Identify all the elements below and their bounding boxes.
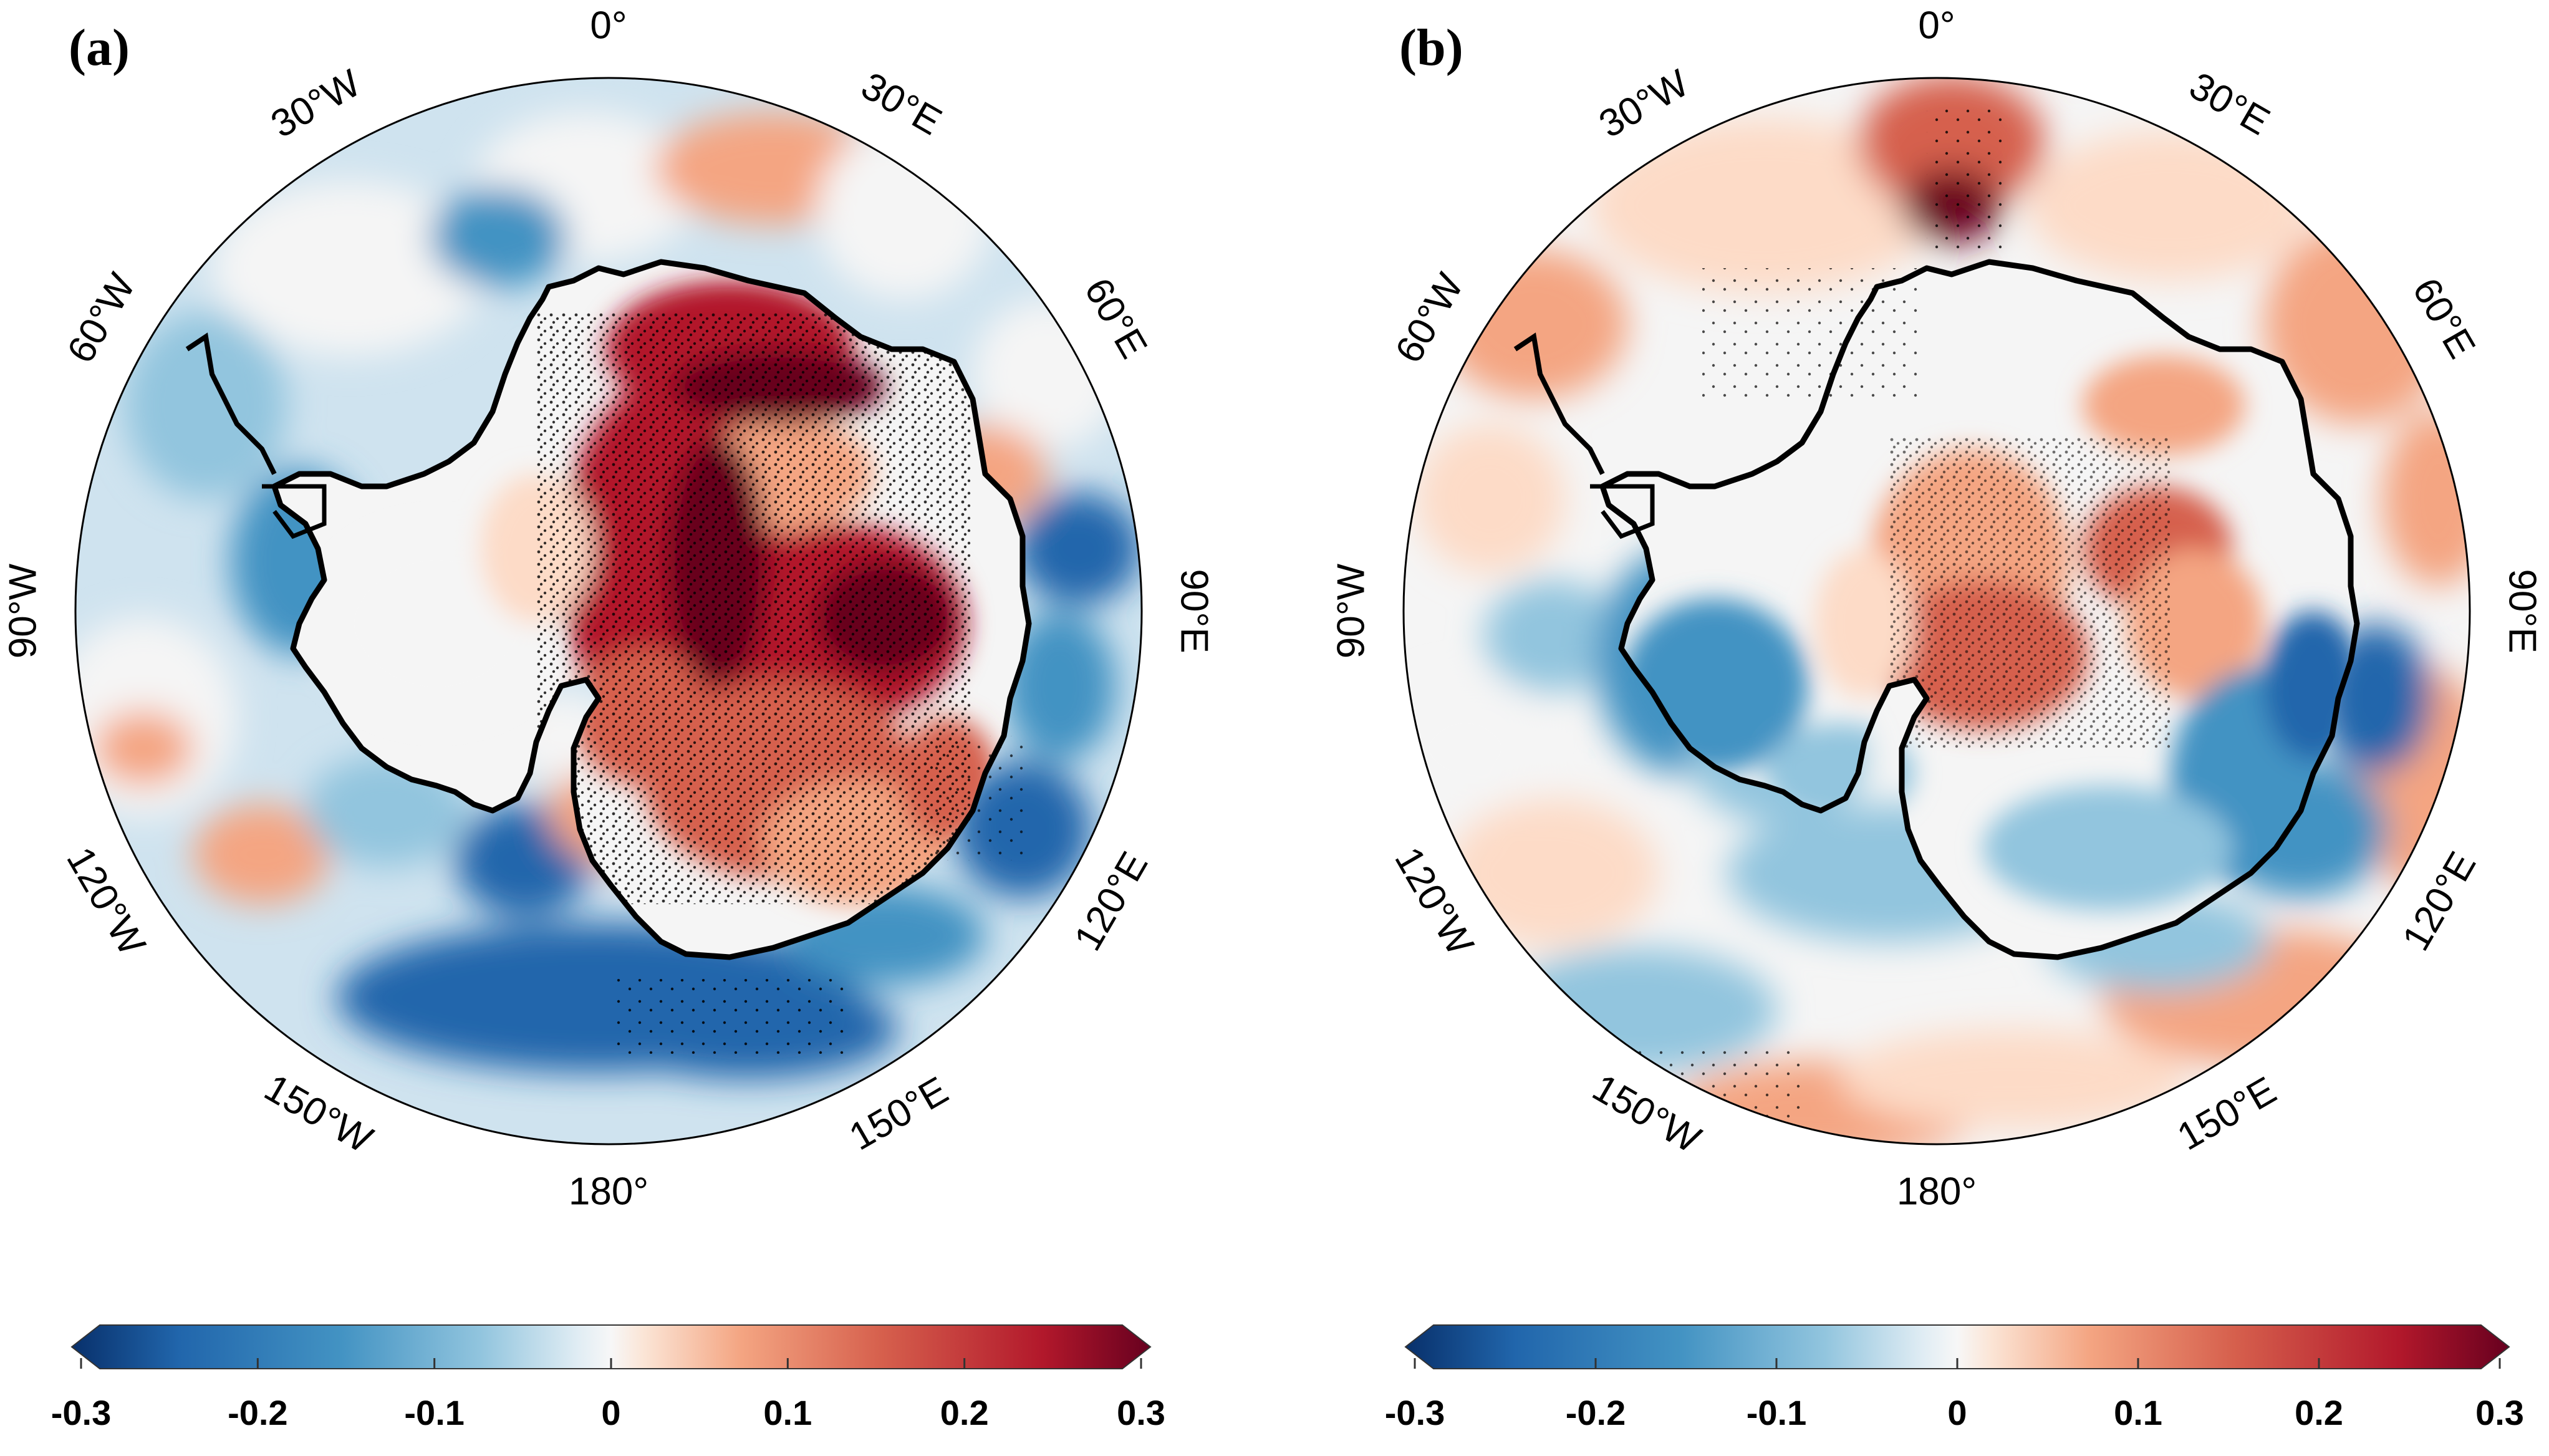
meridian-label: 30°E bbox=[2182, 64, 2277, 143]
colorbar-tick-label: 0 bbox=[601, 1393, 620, 1432]
meridian-label: 180° bbox=[569, 1170, 648, 1213]
meridian-label: 30°W bbox=[264, 62, 368, 147]
peninsula-coastline bbox=[1513, 332, 1605, 475]
colorbar: -0.3 -0.2 -0.1 0 0.1 0.2 0.3 bbox=[51, 1324, 1165, 1432]
colorbar-tick-label: -0.1 bbox=[1747, 1393, 1807, 1432]
map-frame bbox=[1402, 77, 2471, 1145]
colorbar-tick-label: 0.2 bbox=[2295, 1393, 2343, 1432]
ronne-ice-shelf-outline bbox=[262, 484, 327, 539]
colorbar-tick-label: 0.1 bbox=[2114, 1393, 2162, 1432]
meridian-label: 60°E bbox=[2404, 271, 2484, 366]
ice-sheet-anomaly bbox=[1602, 262, 2357, 957]
peninsula-coastline bbox=[185, 332, 277, 475]
meridian-label: 90°E bbox=[2501, 569, 2544, 653]
ronne-ice-shelf-outline bbox=[1590, 484, 1655, 539]
meridian-label: 0° bbox=[1918, 4, 1955, 47]
panel-label: (a) bbox=[69, 19, 130, 77]
antarctica-coastline bbox=[271, 259, 1032, 960]
polar-map: 0°30°E60°E90°E120°E150°E180°150°W120°W90… bbox=[1329, 4, 2544, 1432]
colorbar-tick-label: 0 bbox=[1947, 1393, 1967, 1432]
meridian-label: 30°E bbox=[854, 64, 949, 143]
meridian-label: 60°E bbox=[1076, 271, 1155, 366]
meridian-label: 90°W bbox=[1, 563, 44, 658]
polar-map: 0°30°E60°E90°E120°E150°E180°150°W120°W90… bbox=[1, 4, 1216, 1432]
colorbar-tick-label: -0.2 bbox=[1566, 1393, 1626, 1432]
panel-a: (a) bbox=[0, 0, 1274, 1456]
colorbar: -0.3 -0.2 -0.1 0 0.1 0.2 0.3 bbox=[1385, 1324, 2524, 1432]
colorbar-ticks: -0.3 -0.2 -0.1 0 0.1 0.2 0.3 bbox=[51, 1358, 1165, 1432]
panel-b: (b) bbox=[1274, 0, 2549, 1456]
colorbar-ticks: -0.3 -0.2 -0.1 0 0.1 0.2 0.3 bbox=[1385, 1358, 2524, 1432]
meridian-label: 0° bbox=[590, 4, 627, 47]
colorbar-body bbox=[1404, 1324, 2510, 1369]
meridian-label: 60°W bbox=[59, 266, 144, 370]
panel-label: (b) bbox=[1399, 19, 1463, 77]
colorbar-body bbox=[70, 1324, 1152, 1369]
colorbar-tick-label: -0.1 bbox=[404, 1393, 465, 1432]
meridian-label: 60°W bbox=[1387, 266, 1472, 370]
colorbar-tick-label: 0.1 bbox=[763, 1393, 812, 1432]
meridian-label: 90°W bbox=[1329, 563, 1372, 658]
colorbar-tick-label: -0.3 bbox=[1385, 1393, 1445, 1432]
meridian-label: 90°E bbox=[1173, 569, 1216, 653]
antarctica-coastline bbox=[1599, 259, 2360, 960]
meridian-label: 30°W bbox=[1592, 62, 1696, 147]
map-frame bbox=[74, 77, 1143, 1145]
colorbar-tick-label: 0.3 bbox=[1117, 1393, 1165, 1432]
colorbar-tick-label: 0.3 bbox=[2475, 1393, 2524, 1432]
colorbar-tick-label: -0.2 bbox=[228, 1393, 288, 1432]
colorbar-tick-label: 0.2 bbox=[940, 1393, 989, 1432]
colorbar-tick-label: -0.3 bbox=[51, 1393, 112, 1432]
meridian-label: 180° bbox=[1897, 1170, 1977, 1213]
